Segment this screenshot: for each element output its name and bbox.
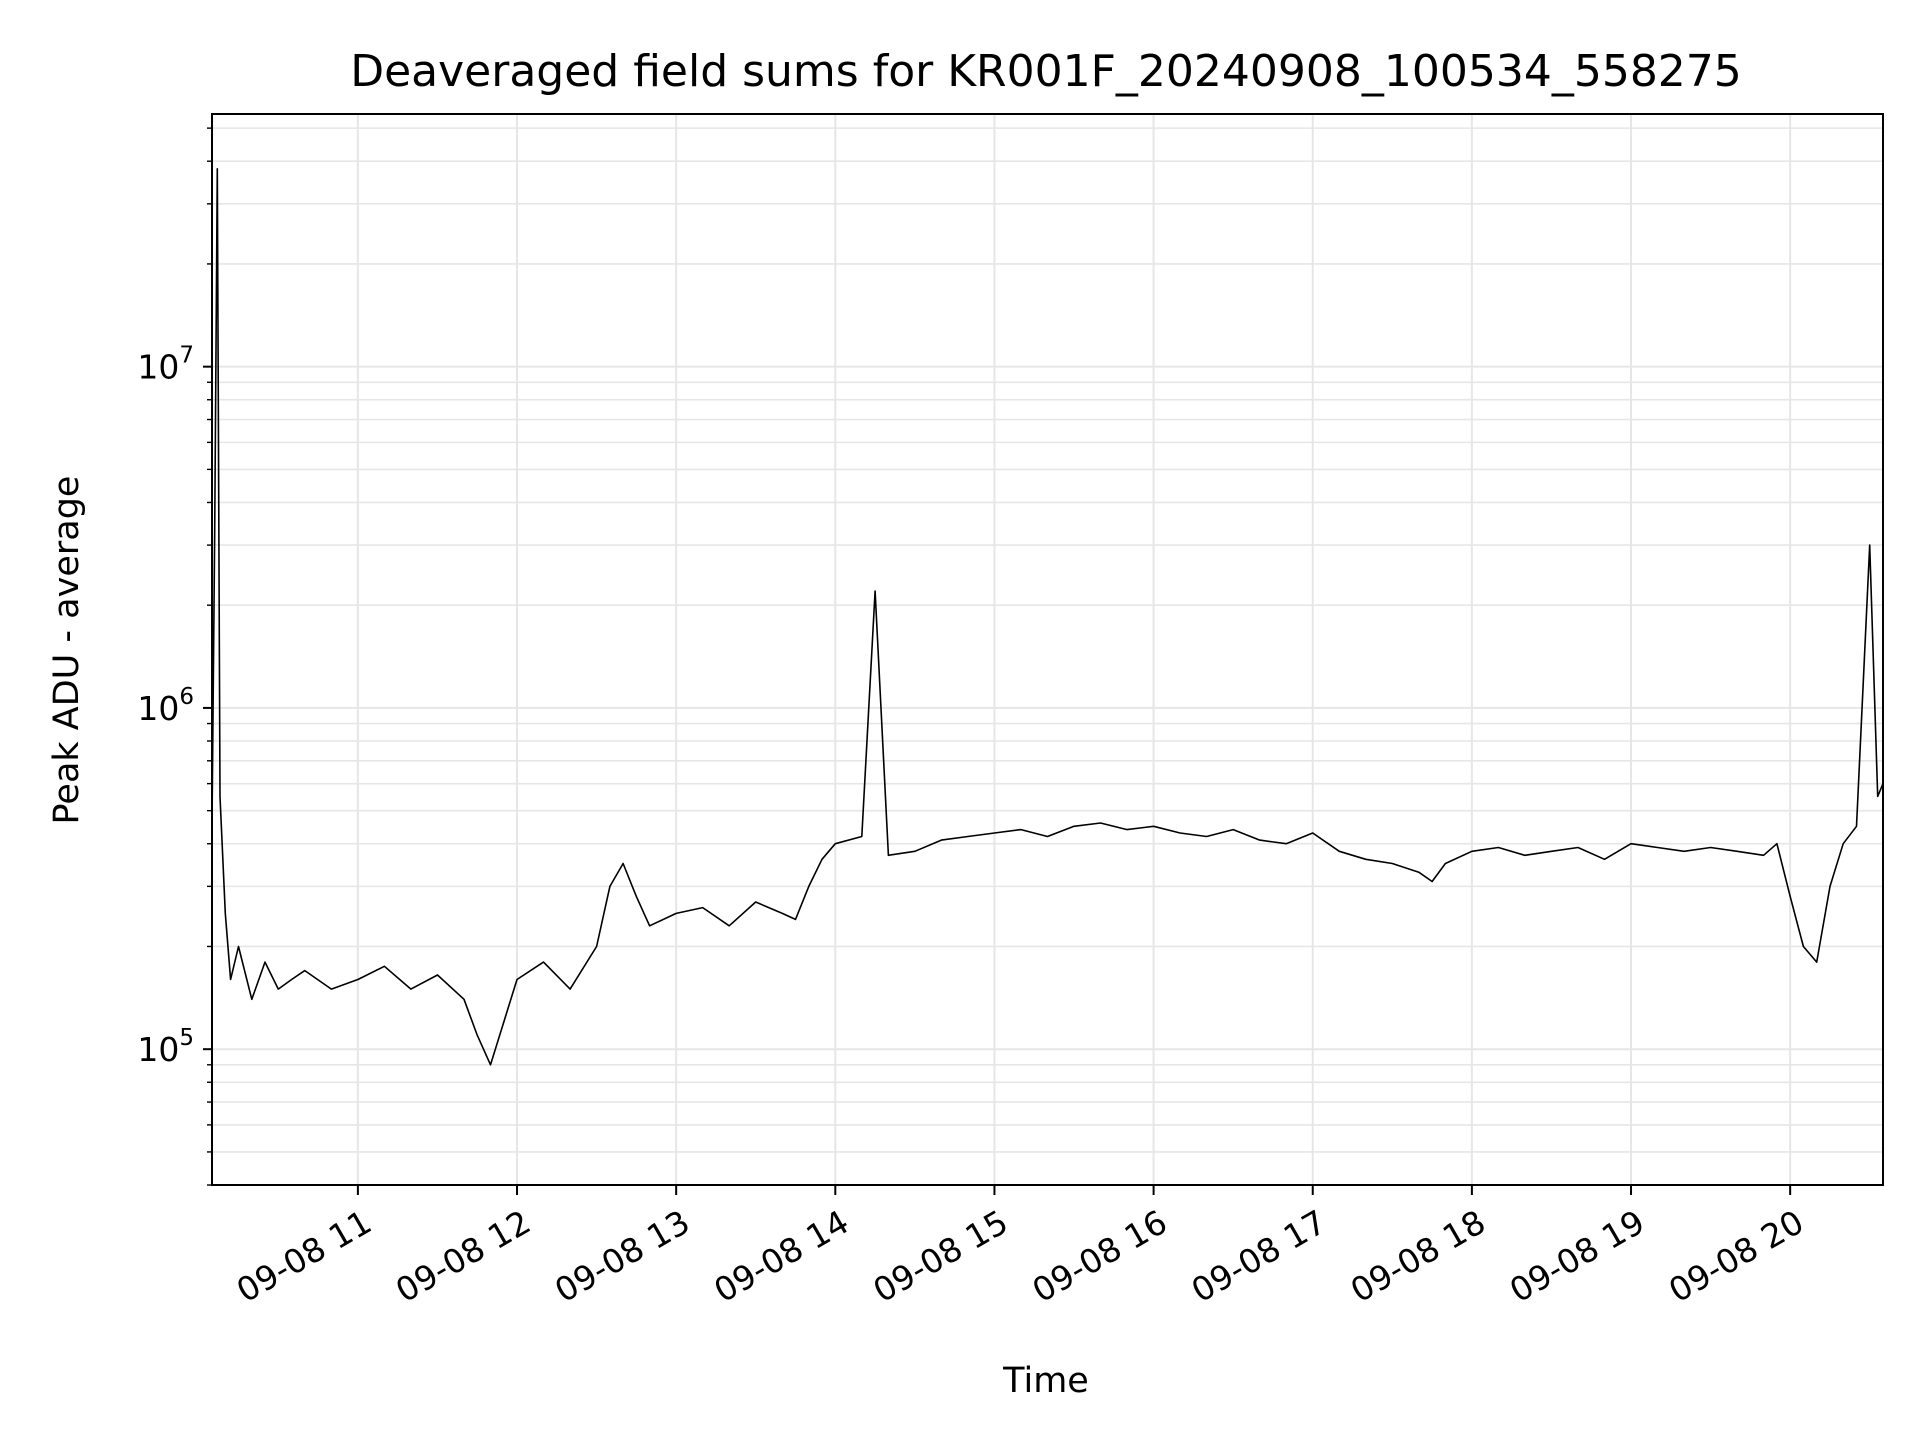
y-tick-label-exponent: 6 bbox=[179, 684, 194, 710]
grid-lines bbox=[212, 114, 1883, 1186]
y-tick-label-exponent: 7 bbox=[179, 343, 194, 369]
chart-title: Deaveraged field sums for KR001F_2024090… bbox=[350, 46, 1742, 97]
y-axis-label: Peak ADU - average bbox=[47, 476, 87, 825]
y-tick-label: 105 bbox=[137, 1025, 194, 1069]
series-group bbox=[211, 168, 1884, 1066]
y-tick-label-base: 10 bbox=[137, 1030, 179, 1069]
y-tick-label-exponent: 5 bbox=[179, 1025, 194, 1051]
plot-frame bbox=[211, 113, 1884, 1186]
series-line bbox=[211, 168, 1884, 1066]
y-tick-label-base: 10 bbox=[137, 689, 179, 728]
x-axis-label: Time bbox=[1002, 1361, 1089, 1401]
y-tick-label: 106 bbox=[137, 684, 194, 728]
y-tick-label: 107 bbox=[137, 343, 194, 387]
y-tick-label-base: 10 bbox=[137, 348, 179, 387]
